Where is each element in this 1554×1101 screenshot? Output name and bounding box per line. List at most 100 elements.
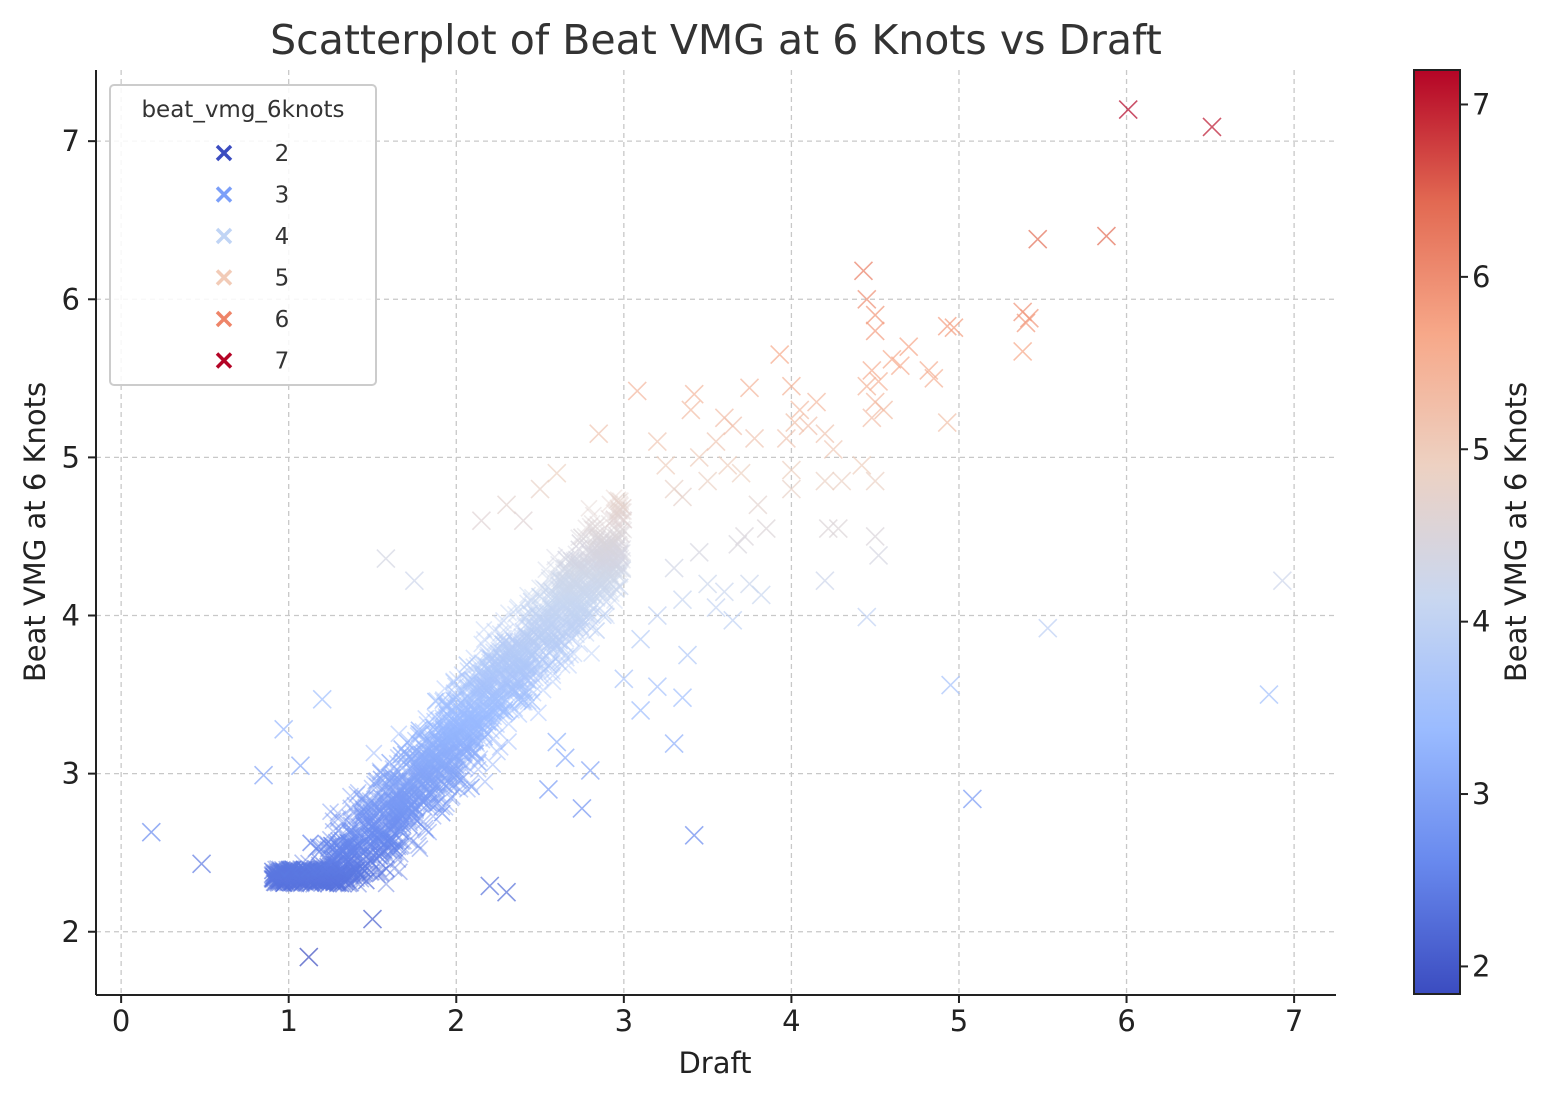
- cluster-point: [402, 818, 420, 836]
- cluster-point: [284, 867, 303, 885]
- cluster-point: [353, 789, 371, 807]
- data-point: [362, 909, 383, 929]
- cluster-point: [264, 867, 283, 885]
- cluster-point: [288, 865, 306, 883]
- cluster-point: [419, 784, 437, 803]
- cluster-point: [342, 861, 360, 879]
- cluster-point: [299, 865, 317, 883]
- cluster-point: [385, 839, 403, 857]
- cluster-point: [312, 871, 330, 889]
- cluster-point: [382, 820, 400, 838]
- cluster-point: [282, 866, 300, 884]
- cluster-point: [415, 792, 434, 810]
- cluster-point: [313, 859, 331, 877]
- cluster-point: [299, 866, 317, 884]
- cluster-point: [309, 862, 327, 880]
- cluster-point: [359, 827, 377, 845]
- cluster-point: [420, 794, 438, 812]
- cluster-point: [319, 860, 338, 878]
- cluster-point: [388, 787, 406, 805]
- cluster-point: [343, 844, 362, 862]
- cluster-point: [294, 873, 312, 891]
- cluster-point: [282, 861, 300, 879]
- cluster-point: [334, 843, 352, 861]
- cluster-point: [323, 861, 341, 879]
- cluster-point: [373, 833, 391, 851]
- cluster-point: [378, 794, 396, 812]
- cluster-point: [327, 854, 345, 873]
- cluster-point: [334, 861, 352, 879]
- cluster-point: [372, 844, 390, 863]
- data-point: [290, 756, 310, 776]
- cluster-point: [341, 850, 359, 868]
- cluster-point: [311, 861, 330, 879]
- cluster-point: [321, 868, 340, 886]
- cluster-point: [365, 834, 383, 852]
- cluster-point: [346, 838, 364, 856]
- cluster-point: [330, 839, 348, 857]
- cluster-point: [341, 843, 359, 861]
- cluster-point: [351, 837, 369, 855]
- cluster-point: [405, 809, 423, 827]
- cluster-point: [382, 821, 400, 839]
- data-point: [748, 495, 768, 515]
- cluster-point: [344, 862, 362, 881]
- data-point: [672, 487, 693, 507]
- cluster-point: [317, 868, 335, 886]
- cluster-point: [359, 795, 377, 813]
- cluster-point: [293, 874, 311, 892]
- cluster-point: [322, 836, 340, 854]
- cluster-point: [345, 827, 364, 845]
- cluster-point: [329, 847, 347, 865]
- cluster-point: [392, 832, 411, 851]
- cluster-point: [382, 792, 400, 810]
- cluster-point: [332, 865, 350, 883]
- cluster-point: [299, 869, 318, 887]
- cluster-point: [263, 870, 281, 888]
- cluster-point: [396, 787, 414, 805]
- cluster-point: [297, 866, 315, 884]
- cluster-point: [409, 809, 428, 828]
- cluster-point: [325, 868, 343, 886]
- cluster-point: [316, 873, 334, 891]
- cluster-point: [263, 862, 281, 880]
- cluster-point: [275, 870, 293, 888]
- cluster-point: [382, 832, 400, 850]
- cluster-point: [268, 866, 286, 884]
- cluster-point: [378, 796, 397, 814]
- cluster-point: [389, 851, 407, 869]
- cluster-point: [279, 863, 298, 881]
- cluster-point: [411, 781, 429, 799]
- cluster-point: [388, 793, 406, 811]
- cluster-point: [276, 872, 294, 890]
- cluster-point: [367, 816, 385, 834]
- cluster-point: [291, 870, 309, 889]
- cluster-point: [362, 826, 380, 844]
- cluster-point: [389, 786, 407, 804]
- cluster-point: [292, 859, 310, 878]
- cluster-point: [329, 844, 347, 862]
- cluster-point: [342, 867, 360, 885]
- cluster-point: [499, 733, 518, 751]
- cluster-point: [284, 864, 302, 883]
- cluster-point: [322, 864, 341, 882]
- cluster-point: [265, 870, 283, 888]
- cluster-point: [285, 869, 303, 887]
- cluster-point: [283, 874, 301, 892]
- cluster-point: [342, 860, 361, 878]
- cluster-point: [362, 804, 380, 822]
- cluster-point: [297, 866, 315, 884]
- cluster-point: [376, 783, 394, 801]
- cluster-point: [308, 860, 326, 878]
- cluster-point: [387, 805, 405, 823]
- cluster-point: [324, 857, 342, 875]
- cluster-point: [280, 860, 299, 878]
- cluster-point: [329, 872, 347, 890]
- chart-title: Scatterplot of Beat VMG at 6 Knots vs Dr…: [270, 16, 1162, 64]
- cluster-point: [357, 872, 375, 890]
- cluster-point: [356, 789, 374, 807]
- cluster-point: [325, 844, 343, 863]
- cluster-point: [268, 867, 286, 885]
- cluster-point: [361, 863, 379, 881]
- cluster-point: [278, 860, 296, 878]
